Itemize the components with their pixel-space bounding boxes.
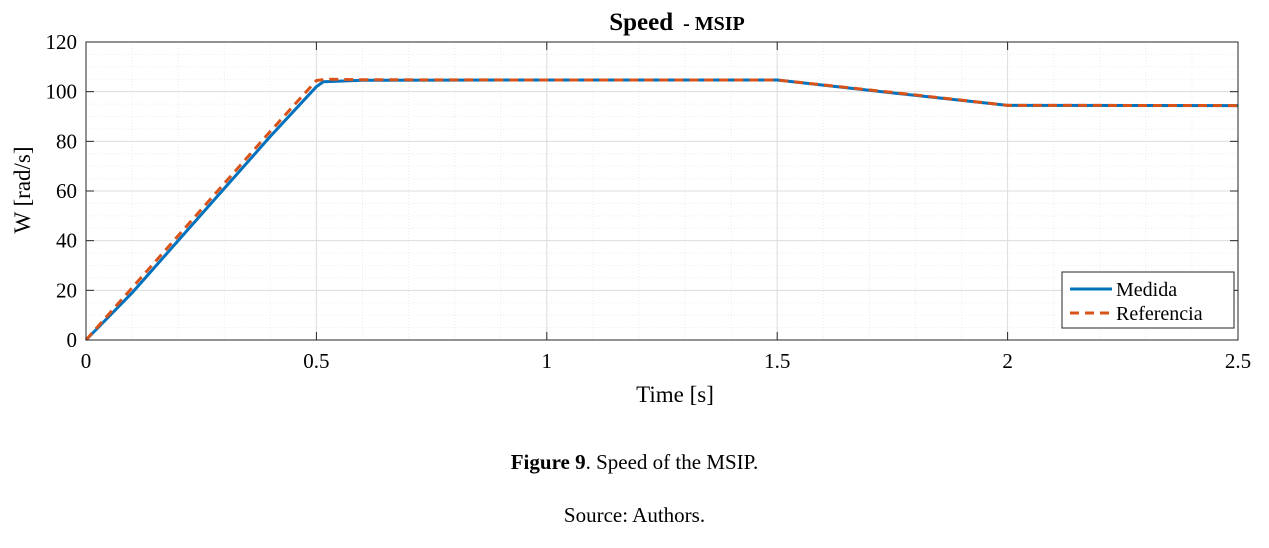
x-tick-label: 2 bbox=[1002, 349, 1013, 373]
series-line-referencia bbox=[84, 77, 1239, 341]
x-tick-label: 2.5 bbox=[1225, 349, 1251, 373]
legend-label-referencia: Referencia bbox=[1116, 303, 1203, 325]
y-tick-label: 20 bbox=[56, 278, 77, 302]
chart-title: Speed - MSIP bbox=[609, 9, 745, 36]
y-axis-label: W [rad/s] bbox=[10, 146, 35, 233]
y-tick-label: 100 bbox=[46, 80, 78, 104]
legend-box bbox=[1061, 271, 1235, 329]
series-layer bbox=[84, 77, 1239, 342]
x-tick-label: 1.5 bbox=[764, 349, 790, 373]
figure-label: Figure 9 bbox=[510, 450, 586, 474]
grid bbox=[85, 41, 1239, 341]
y-tick-label: 60 bbox=[56, 179, 77, 203]
axes: 0 0.5 1 1.5 2 2.5 0 20 40 60 80 100 120 bbox=[46, 30, 1252, 373]
speed-chart: Speed - MSIP 0 0.5 1 1.5 2 2.5 0 20 40 60 80 100 120… bbox=[10, 9, 1252, 407]
x-tick-label: 0 bbox=[81, 349, 92, 373]
x-tick-label: 0.5 bbox=[303, 349, 329, 373]
chart-title-sub: - MSIP bbox=[683, 13, 745, 35]
source-caption: Source: Authors. bbox=[563, 503, 706, 527]
figure-text: . Speed of the MSIP. bbox=[585, 450, 759, 474]
y-tick-label: 80 bbox=[56, 129, 77, 153]
legend-label-medida: Medida bbox=[1116, 279, 1177, 301]
chart-title-main: Speed bbox=[609, 9, 673, 36]
x-tick-label: 1 bbox=[542, 349, 553, 373]
y-tick-label: 120 bbox=[46, 30, 78, 54]
figure-caption: Figure 9. Speed of the MSIP. bbox=[0, 450, 1269, 475]
y-tick-label: 40 bbox=[56, 229, 77, 253]
y-tick-label: 0 bbox=[67, 328, 78, 352]
x-axis-label: Time [s] bbox=[636, 382, 714, 407]
